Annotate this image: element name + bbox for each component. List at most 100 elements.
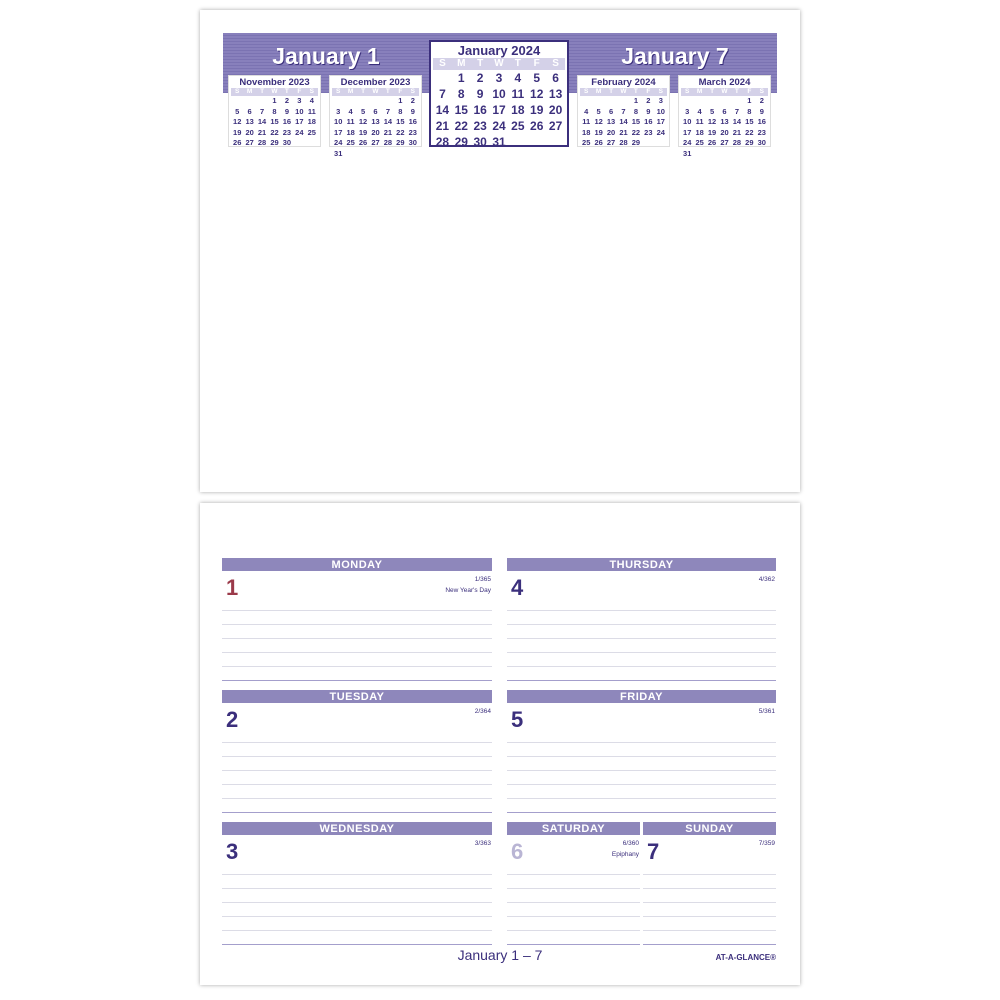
calendar-day: 25 — [307, 127, 316, 137]
week-end-date: January 7 — [621, 43, 729, 69]
calendar-day: 23 — [408, 127, 417, 137]
calendar-day: 14 — [383, 117, 393, 126]
calendar-day: 8 — [398, 106, 403, 116]
calendar-day: 14 — [619, 117, 628, 126]
calendar-day — [231, 96, 243, 107]
calendar-day: 3 — [495, 71, 503, 85]
calendar-day: 17 — [683, 127, 692, 137]
calendar-day: 20 — [245, 127, 254, 137]
mini-calendar-november-2023: November 2023 S M T W T F S 1 2 3 4 5 6 7 8 9 10 11 12 13 14 1… — [228, 75, 321, 147]
calendar-day — [293, 138, 305, 149]
calendar-day — [306, 138, 318, 149]
writing-line — [222, 610, 492, 611]
writing-line — [222, 916, 492, 917]
calendar-day: 22 — [745, 127, 754, 137]
weekday-label: T — [255, 88, 269, 96]
writing-line — [643, 902, 776, 903]
writing-line — [507, 742, 776, 743]
calendar-day — [394, 149, 406, 160]
writing-line — [222, 624, 492, 625]
writing-line — [222, 742, 492, 743]
calendar-day: 17 — [492, 103, 506, 117]
weekday-label: S — [305, 88, 318, 96]
weekday-label: W — [268, 88, 281, 96]
calendar-day — [546, 134, 565, 150]
calendar-day — [344, 149, 356, 160]
calendar-day: 10 — [656, 106, 665, 116]
calendar-day: 30 — [757, 138, 766, 147]
day-meta: 7/359 — [759, 838, 775, 849]
day-number: 6 — [511, 839, 524, 864]
writing-line — [507, 770, 776, 771]
holiday-note: Epiphany — [611, 851, 639, 858]
weekday-label: T — [381, 88, 395, 96]
weekday-label: T — [280, 88, 294, 96]
calendar-day: 17 — [295, 117, 304, 126]
weekday-label: F — [394, 88, 407, 96]
day-of-year-count: 1/365 — [474, 576, 491, 583]
calendar-day: 18 — [346, 127, 355, 137]
day-meta: 5/361 — [759, 706, 775, 717]
calendar-day: 21 — [257, 127, 267, 137]
calendar-day: 11 — [307, 106, 316, 116]
calendar-day: 28 — [732, 138, 742, 147]
writing-line — [222, 874, 492, 875]
calendar-day: 25 — [511, 119, 525, 133]
calendar-day: 5 — [235, 106, 240, 116]
calendar-day: 2 — [410, 96, 415, 105]
calendar-day: 26 — [358, 138, 368, 147]
calendar-day: 18 — [582, 127, 591, 137]
writing-line — [507, 874, 640, 875]
calendar-day: 23 — [644, 127, 653, 137]
calendar-day: 15 — [745, 117, 754, 126]
weekday-label: T — [705, 88, 719, 96]
calendar-day — [743, 149, 755, 160]
writing-line — [222, 680, 492, 681]
calendar-day: 3 — [336, 106, 341, 116]
calendar-day: 7 — [259, 106, 265, 116]
calendar-day: 30 — [408, 138, 417, 147]
weekday-label: T — [604, 88, 618, 96]
day-of-year-count: 3/363 — [474, 840, 491, 847]
calendar-day: 8 — [633, 106, 638, 116]
day-meta: 4/362 — [759, 574, 775, 585]
day-number: 1 — [226, 575, 239, 600]
calendar-day — [706, 96, 718, 107]
weekday-label: M — [592, 88, 605, 96]
writing-line — [222, 652, 492, 653]
calendar-day: 19 — [358, 127, 368, 137]
calendar-day: 5 — [360, 106, 366, 116]
weekday-label: W — [718, 88, 731, 96]
writing-line — [507, 666, 776, 667]
calendar-day: 11 — [582, 117, 591, 126]
mini-calendar-december-2023: December 2023 S M T W T F S 1 2 3 4 5 6 7 8 9 10 11 12 13 14 1… — [329, 75, 422, 158]
calendar-day: 28 — [257, 138, 267, 147]
calendar-day — [642, 138, 654, 149]
calendar-day — [344, 96, 356, 107]
calendar-day: 12 — [530, 87, 544, 101]
writing-line — [222, 812, 492, 813]
day-of-year-count: 4/362 — [758, 576, 775, 583]
calendar-title: March 2024 — [698, 77, 751, 88]
calendar-day: 25 — [346, 138, 355, 147]
calendar-day: 29 — [396, 138, 405, 147]
calendar-day: 8 — [747, 106, 752, 116]
calendar-day: 12 — [594, 117, 603, 126]
calendar-day: 20 — [371, 127, 380, 137]
calendar-day — [580, 96, 592, 107]
day-header: SATURDAY — [507, 822, 640, 835]
calendar-day — [731, 149, 743, 160]
calendar-day: 20 — [720, 127, 729, 137]
calendar-day: 13 — [245, 117, 254, 126]
writing-line — [222, 930, 492, 931]
calendar-day — [617, 96, 629, 107]
calendar-day: 4 — [584, 106, 589, 116]
calendar-day: 1 — [457, 71, 465, 85]
day-block-tuesday: TUESDAY 2 2/364 — [222, 690, 492, 814]
day-meta: 1/365 New Year's Day — [445, 574, 491, 596]
writing-line — [222, 798, 492, 799]
day-of-year-count: 5/361 — [758, 708, 775, 715]
mini-calendar-february-2024: February 2024 S M T W T F S 1 2 3 4 5 6 7 8 9 10 11 12 13 14 1… — [577, 75, 670, 147]
weekday-label: M — [693, 88, 706, 96]
calendar-day: 3 — [658, 96, 663, 105]
